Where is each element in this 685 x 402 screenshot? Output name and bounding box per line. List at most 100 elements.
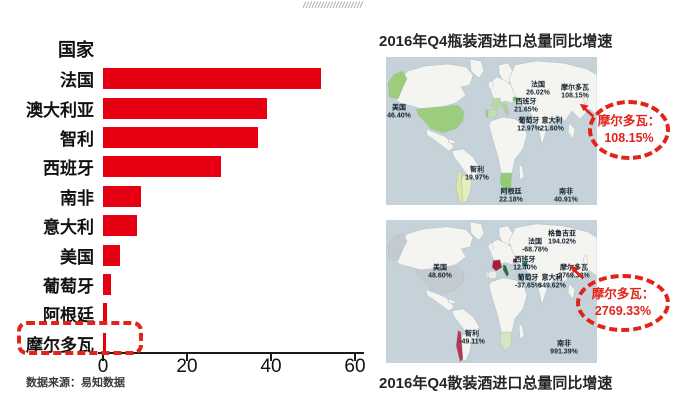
x-axis-line [98, 352, 364, 354]
bar [103, 156, 221, 178]
bar-category-label: 美国 [60, 247, 94, 267]
country-value: 349.62% [538, 283, 566, 290]
bar-row: 西班牙 [0, 152, 375, 181]
bar-row: 智利 [0, 123, 375, 152]
map-country-label: 智利 19.97% [465, 167, 489, 184]
map-country-label: 美国 46.40% [387, 105, 411, 122]
country-value: 194.02% [548, 239, 576, 246]
country-value: 46.40% [387, 113, 411, 120]
map-country-label: 南非 991.39% [550, 341, 578, 358]
bar [103, 185, 141, 207]
map-country-label: 摩尔多瓦 108.15% [561, 85, 589, 102]
country-name: 南非 [556, 340, 571, 348]
country-value: 108.15% [561, 93, 589, 100]
country-value: 40.91% [554, 197, 578, 204]
bar-row: 葡萄牙 [0, 270, 375, 299]
country-value: 2769.33% [558, 273, 590, 280]
country-name: 西班牙 [514, 256, 536, 264]
bar-category-label: 阿根廷 [43, 306, 94, 326]
map-country-label: 葡萄牙 -37.65% [515, 275, 541, 292]
x-axis: 0 20 40 60 [0, 352, 380, 386]
bar [103, 244, 120, 266]
bar-rows: 法国澳大利亚智利西班牙南非意大利美国葡萄牙阿根廷摩尔多瓦 [0, 64, 375, 358]
country-value: -37.65% [514, 283, 542, 290]
country-name: 智利 [465, 330, 479, 338]
country-name: 摩尔多瓦 [561, 84, 589, 92]
country-value: 12.97% [517, 126, 541, 133]
country-value: 12.40% [513, 265, 537, 272]
country-value: -68.78% [521, 247, 549, 254]
bar-chart-header: 国家 [58, 40, 94, 60]
moldova-callout-bulk: 摩尔多瓦： 2769.33% [576, 274, 670, 332]
x-axis-tick [102, 354, 104, 361]
map-country-label: 西班牙 12.40% [513, 257, 537, 274]
bar-category-label: 澳大利亚 [26, 100, 94, 120]
country-name: 格鲁吉亚 [548, 230, 576, 238]
x-axis-tick [186, 354, 188, 361]
country-name: 西班牙 [515, 98, 537, 106]
bar-row: 南非 [0, 182, 375, 211]
bar-category-label: 智利 [60, 129, 94, 149]
bar-row: 意大利 [0, 211, 375, 240]
x-axis-tick [270, 354, 272, 361]
map-country-label: 南非 40.91% [554, 189, 578, 206]
country-value: -49.11% [459, 339, 485, 346]
bar [103, 303, 108, 325]
bar-category-label: 葡萄牙 [43, 276, 94, 296]
country-value: 991.39% [550, 349, 578, 356]
bar-row: 澳大利亚 [0, 93, 375, 122]
x-axis-tick-label: 40 [260, 356, 282, 377]
arrow-icon [579, 103, 595, 118]
country-name: 意大利 [541, 274, 563, 282]
country-value: 48.60% [428, 273, 452, 280]
x-axis-tick-label: 0 [97, 356, 109, 377]
map-country-label: 法国 -68.78% [522, 239, 548, 256]
map-country-label: 美国 48.60% [428, 265, 452, 282]
map-country-label: 葡萄牙 12.97% [517, 118, 541, 135]
country-name: 法国 [527, 238, 542, 246]
map-country-label: 意大利 21.60% [540, 118, 564, 135]
map-title-bulk: 2016年Q4散装酒进口总量同比增速 [379, 375, 613, 392]
country-value: 22.18% [499, 197, 523, 204]
country-name: 葡萄牙 [518, 117, 540, 125]
country-name: 美国 [433, 264, 447, 272]
map-title-bottled: 2016年Q4瓶装酒进口总量同比增速 [379, 33, 613, 50]
country-value: 21.65% [514, 107, 538, 114]
country-name: 美国 [392, 104, 406, 112]
deco-slashes: //////////////////// [303, 0, 364, 10]
map-country-label: 法国 26.02% [526, 82, 550, 99]
bar-category-label: 南非 [60, 188, 94, 208]
bar [103, 68, 322, 90]
world-map-bulk: 美国 48.60% 法国 -68.78% 格鲁吉亚 194.02% 西班牙 12.40% 葡萄牙… [386, 220, 597, 363]
country-value: 21.60% [540, 126, 564, 133]
bar-category-label: 法国 [60, 71, 94, 91]
country-name: 智利 [470, 166, 484, 174]
map-country-label: 阿根廷 22.18% [499, 189, 523, 206]
world-map-svg [386, 57, 597, 205]
bar [103, 97, 267, 119]
map-country-label: 格鲁吉亚 194.02% [548, 231, 576, 248]
callout-country: 摩尔多瓦： [591, 287, 655, 302]
callout-value: 2769.33% [594, 304, 652, 318]
bar-row: 阿根廷 [0, 299, 375, 328]
bar-category-label: 摩尔多瓦 [26, 335, 94, 355]
data-source: 数据来源：易知数据 [26, 377, 125, 389]
moldova-callout-bottled: 摩尔多瓦： 108.15% [588, 100, 670, 160]
map-country-label: 西班牙 21.65% [514, 99, 538, 116]
bar-row: 美国 [0, 240, 375, 269]
map-country-label: 意大利 349.62% [538, 275, 566, 292]
x-axis-tick-label: 20 [176, 356, 198, 377]
bar-category-label: 意大利 [43, 218, 94, 238]
callout-value: 108.15% [604, 131, 654, 145]
x-axis-tick-label: 60 [344, 356, 366, 377]
bar [103, 273, 112, 295]
x-axis-tick [354, 354, 356, 361]
world-map-bottled: 美国 46.40% 法国 26.02% 摩尔多瓦 108.15% 西班牙 21.65% 葡萄牙 1… [386, 57, 597, 205]
bar [103, 215, 137, 237]
bar-row: 摩尔多瓦 [0, 329, 375, 358]
map-country-label: 智利 -49.11% [459, 331, 485, 348]
arrow-icon [569, 265, 585, 280]
country-value: 19.97% [465, 175, 489, 182]
callout-country: 摩尔多瓦： [597, 114, 661, 129]
